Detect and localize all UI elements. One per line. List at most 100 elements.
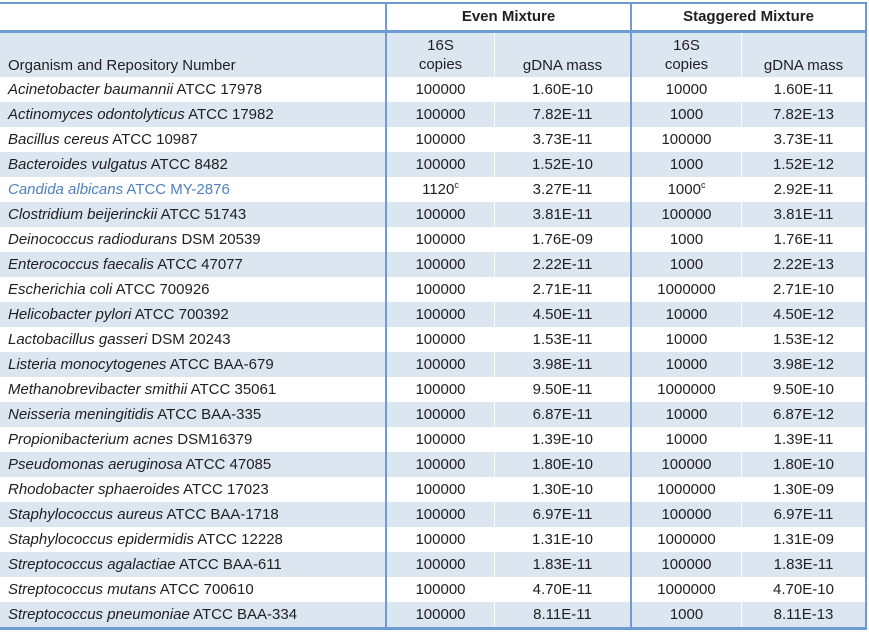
organism-name: Streptococcus mutans <box>8 581 157 598</box>
organism-column-header: Organism and Repository Number <box>0 33 387 77</box>
staggered-gdna-mass-cell: 4.50E-12 <box>742 302 867 327</box>
table-row: Clostridium beijerinckii ATCC 51743 1000… <box>0 202 867 227</box>
repository-number: DSM 20539 <box>181 231 261 248</box>
staggered-mixture-group-header: Staggered Mixture <box>632 4 867 30</box>
repository-number: ATCC 51743 <box>160 206 247 223</box>
staggered-16s-copies-cell: 1000000 <box>632 277 742 302</box>
table-row: Streptococcus agalactiae ATCC BAA-611 10… <box>0 552 867 577</box>
organism-name: Bacillus cereus <box>8 131 109 148</box>
table-row: Pseudomonas aeruginosa ATCC 47085 100000… <box>0 452 867 477</box>
staggered-gdna-mass-cell: 3.73E-11 <box>742 127 867 152</box>
organism-cell: Lactobacillus gasseri DSM 20243 <box>0 327 387 352</box>
table-row: Streptococcus pneumoniae ATCC BAA-334 10… <box>0 602 867 627</box>
repository-number: DSM 20243 <box>151 331 231 348</box>
repository-number: ATCC 12228 <box>197 531 283 548</box>
even-16s-copies-cell: 100000 <box>387 377 495 402</box>
staggered-gdna-mass-cell: 1.80E-10 <box>742 452 867 477</box>
table-row: Streptococcus mutans ATCC 700610 100000 … <box>0 577 867 602</box>
even-mixture-group-header: Even Mixture <box>387 4 632 30</box>
table-top-border <box>0 2 867 4</box>
organism-name: Staphylococcus epidermidis <box>8 531 194 548</box>
staggered-16s-copies-cell: 1000000 <box>632 477 742 502</box>
organism-name: Clostridium beijerinckii <box>8 206 158 223</box>
even-gdna-mass-cell: 4.50E-11 <box>495 302 632 327</box>
staggered-16s-copies-cell: 1000 <box>632 227 742 252</box>
staggered-16s-copies-cell: 1000 <box>632 152 742 177</box>
organism-name: Lactobacillus gasseri <box>8 331 148 348</box>
staggered-gdna-mass-cell: 8.11E-13 <box>742 602 867 627</box>
repository-number: ATCC 700610 <box>159 581 254 598</box>
even-16s-copies-cell: 100000 <box>387 477 495 502</box>
staggered-16s-copies-cell: 100000 <box>632 452 742 477</box>
even-16s-copies-cell: 100000 <box>387 527 495 552</box>
repository-number: ATCC 47077 <box>157 256 243 273</box>
column-header-row: Organism and Repository Number 16S copie… <box>0 33 867 77</box>
even-16s-copies-cell: 100000 <box>387 427 495 452</box>
organism-name: Propionibacterium acnes <box>8 431 174 448</box>
even-gdna-mass-cell: 3.27E-11 <box>495 177 632 202</box>
even-gdna-mass-cell: 1.76E-09 <box>495 227 632 252</box>
even-16s-copies-cell: 100000 <box>387 552 495 577</box>
staggered-gdna-mass-cell: 6.97E-11 <box>742 502 867 527</box>
even-16s-copies-cell: 100000 <box>387 327 495 352</box>
even-16s-copies-cell: 1120c <box>387 177 495 202</box>
table-row: Lactobacillus gasseri DSM 20243 100000 1… <box>0 327 867 352</box>
footnote-superscript: c <box>454 180 459 190</box>
organism-name: Helicobacter pylori <box>8 306 132 323</box>
even-16s-copies-cell: 100000 <box>387 77 495 102</box>
even-16s-copies-cell: 100000 <box>387 252 495 277</box>
staggered-gdna-mass-cell: 1.31E-09 <box>742 527 867 552</box>
table-row: Propionibacterium acnes DSM16379 100000 … <box>0 427 867 452</box>
staggered-16s-copies-cell: 100000 <box>632 202 742 227</box>
even-gdna-mass-cell: 1.39E-10 <box>495 427 632 452</box>
organism-cell: Listeria monocytogenes ATCC BAA-679 <box>0 352 387 377</box>
table-row: Enterococcus faecalis ATCC 47077 100000 … <box>0 252 867 277</box>
staggered-gdna-mass-cell: 1.53E-12 <box>742 327 867 352</box>
even-gdna-mass-cell: 1.83E-11 <box>495 552 632 577</box>
staggered-16s-copies-cell: 1000000 <box>632 377 742 402</box>
table-row: Bacillus cereus ATCC 10987 100000 3.73E-… <box>0 127 867 152</box>
repository-number: ATCC 35061 <box>190 381 277 398</box>
table-row: Actinomyces odontolyticus ATCC 17982 100… <box>0 102 867 127</box>
repository-number: ATCC 8482 <box>150 156 228 173</box>
even-gdna-mass-cell: 8.11E-11 <box>495 602 632 627</box>
staggered-gdna-mass-cell: 1.39E-11 <box>742 427 867 452</box>
table-row: Acinetobacter baumannii ATCC 17978 10000… <box>0 77 867 102</box>
organism-name: Streptococcus pneumoniae <box>8 606 190 623</box>
staggered-16s-copies-cell: 10000 <box>632 77 742 102</box>
even-16s-copies-cell: 100000 <box>387 127 495 152</box>
repository-number: ATCC MY-2876 <box>126 181 230 198</box>
organism-cell: Helicobacter pylori ATCC 700392 <box>0 302 387 327</box>
even-16s-copies-cell: 100000 <box>387 277 495 302</box>
column-group-header-row: Even Mixture Staggered Mixture <box>0 4 867 30</box>
organism-cell: Streptococcus pneumoniae ATCC BAA-334 <box>0 602 387 627</box>
organism-group-spacer <box>0 4 387 30</box>
repository-number: ATCC BAA-611 <box>178 556 282 573</box>
even-16s-copies-cell: 100000 <box>387 302 495 327</box>
table-bottom-border <box>0 627 867 630</box>
staggered-gdna-mass-header: gDNA mass <box>742 33 867 77</box>
even-gdna-mass-cell: 1.53E-11 <box>495 327 632 352</box>
organism-cell: Pseudomonas aeruginosa ATCC 47085 <box>0 452 387 477</box>
organism-cell: Actinomyces odontolyticus ATCC 17982 <box>0 102 387 127</box>
even-gdna-mass-cell: 2.71E-11 <box>495 277 632 302</box>
organism-name: Escherichia coli <box>8 281 113 298</box>
even-gdna-mass-header: gDNA mass <box>495 33 632 77</box>
repository-number: ATCC 17023 <box>183 481 269 498</box>
staggered-16s-copies-cell: 100000 <box>632 502 742 527</box>
staggered-gdna-mass-cell: 2.71E-10 <box>742 277 867 302</box>
organism-cell: Staphylococcus aureus ATCC BAA-1718 <box>0 502 387 527</box>
even-gdna-mass-cell: 9.50E-11 <box>495 377 632 402</box>
footnote-superscript: c <box>700 180 706 190</box>
repository-number: ATCC BAA-334 <box>193 606 298 623</box>
organism-name: Acinetobacter baumannii <box>8 81 174 98</box>
organism-cell: Methanobrevibacter smithii ATCC 35061 <box>0 377 387 402</box>
table-row: Neisseria meningitidis ATCC BAA-335 1000… <box>0 402 867 427</box>
staggered-16s-copies-cell: 1000000 <box>632 527 742 552</box>
repository-number: ATCC 17982 <box>188 106 274 123</box>
staggered-16s-copies-cell: 1000 <box>632 102 742 127</box>
repository-number: ATCC BAA-679 <box>169 356 274 373</box>
organism-cell: Bacillus cereus ATCC 10987 <box>0 127 387 152</box>
staggered-gdna-mass-cell: 1.76E-11 <box>742 227 867 252</box>
even-gdna-mass-cell: 1.80E-10 <box>495 452 632 477</box>
